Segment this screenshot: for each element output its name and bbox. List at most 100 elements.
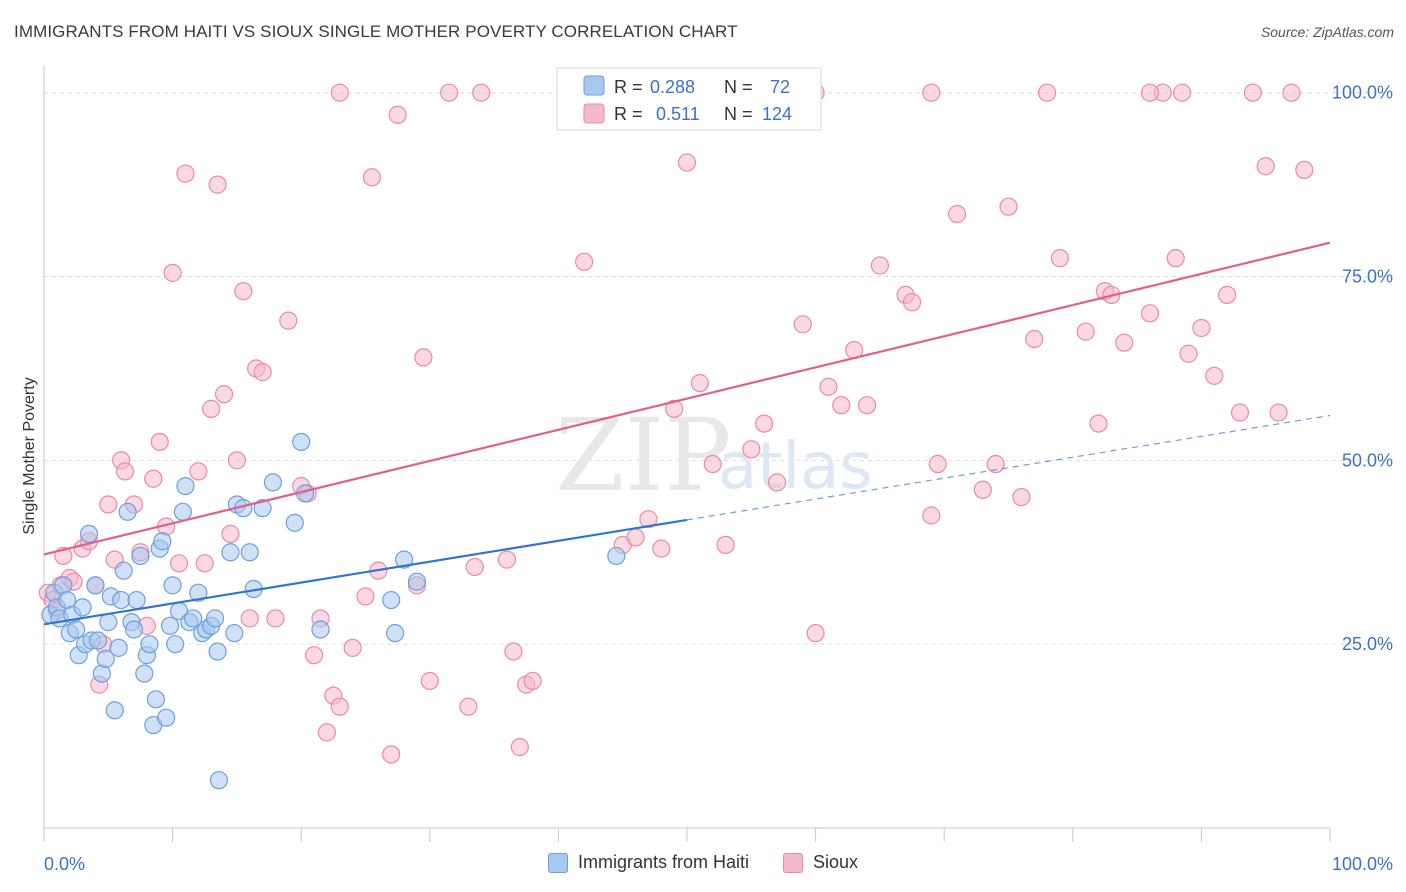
haiti-point	[157, 708, 176, 727]
sioux-point	[575, 252, 594, 271]
haiti-points	[41, 432, 626, 790]
sioux-trend-line	[43, 241, 1331, 556]
sioux-point	[793, 315, 812, 334]
legend-item-sioux[interactable]: Sioux	[783, 852, 858, 873]
sioux-point	[639, 510, 658, 529]
trend-lines	[43, 241, 1331, 626]
legend-item-haiti[interactable]: Immigrants from Haiti	[548, 852, 749, 873]
stats-n-label-sioux: N =	[724, 104, 753, 124]
sioux-point	[99, 495, 118, 514]
haiti-point	[163, 576, 182, 595]
haiti-point	[67, 620, 86, 639]
sioux-point	[857, 396, 877, 415]
sioux-point	[928, 454, 947, 474]
haiti-point	[166, 635, 185, 654]
haiti-point	[153, 532, 172, 551]
sioux-point	[382, 745, 401, 764]
sioux-point	[986, 454, 1005, 474]
sioux-point	[253, 363, 272, 382]
sioux-point	[202, 399, 221, 418]
haiti-point	[99, 613, 118, 632]
stats-swatch-haiti	[583, 75, 605, 96]
watermark-zip: ZIP	[555, 397, 731, 514]
haiti-point	[285, 513, 304, 532]
sioux-point	[163, 263, 182, 282]
sioux-point	[1025, 329, 1044, 349]
haiti-point	[394, 550, 414, 569]
watermark: ZIP atlas	[555, 397, 873, 514]
sioux-point	[1166, 249, 1185, 268]
sioux-point	[317, 723, 337, 742]
sioux-point	[330, 697, 349, 716]
haiti-point	[160, 616, 180, 635]
sioux-point	[1230, 403, 1250, 422]
stats-n-value-haiti: 72	[770, 77, 790, 97]
sioux-point	[870, 256, 890, 275]
grid-lines	[44, 92, 1390, 645]
haiti-point	[140, 635, 159, 654]
sioux-point	[1256, 157, 1275, 176]
sioux-point	[1269, 403, 1288, 422]
sioux-point	[1089, 414, 1108, 433]
sioux-point	[677, 153, 697, 172]
sioux-point	[504, 642, 523, 661]
sioux-point	[195, 554, 214, 573]
legend-swatch-sioux	[783, 852, 804, 873]
haiti-point	[112, 590, 131, 610]
haiti-point	[407, 572, 427, 591]
sioux-point	[716, 535, 735, 555]
sioux-point	[832, 396, 851, 415]
haiti-point	[311, 620, 330, 639]
legend-swatch-haiti	[548, 852, 568, 873]
sioux-point	[819, 377, 838, 396]
haiti-point	[263, 473, 283, 492]
haiti-point	[131, 546, 150, 566]
sioux-point	[1037, 83, 1057, 102]
sioux-point	[922, 83, 941, 102]
y-tick-label: 100.0%	[1332, 83, 1393, 103]
haiti-point	[607, 546, 626, 566]
sioux-point	[1012, 488, 1031, 507]
x-tick-label-max: 100.0%	[1332, 854, 1393, 874]
sioux-point	[176, 164, 195, 183]
sioux-point	[755, 414, 774, 433]
haiti-point	[176, 476, 195, 496]
tick-labels: 25.0% 50.0% 75.0% 100.0% 0.0% 100.0%	[44, 83, 1393, 874]
sioux-point	[497, 550, 517, 569]
sioux-point	[973, 480, 992, 499]
haiti-point	[184, 609, 203, 628]
haiti-point	[209, 771, 228, 790]
y-tick-label: 75.0%	[1342, 267, 1393, 287]
sioux-point	[626, 528, 645, 547]
sioux-point	[459, 697, 478, 716]
haiti-point	[114, 561, 133, 580]
sioux-point	[240, 609, 259, 628]
sioux-point	[420, 671, 439, 691]
sioux-point	[388, 105, 407, 124]
sioux-point	[115, 462, 135, 481]
sioux-point	[1192, 318, 1211, 338]
haiti-point	[221, 543, 240, 562]
sioux-point	[414, 348, 433, 367]
haiti-point	[225, 624, 244, 643]
stats-r-label-haiti: R =	[614, 77, 643, 97]
stats-r-value-sioux: 0.511	[656, 104, 700, 124]
sioux-point	[902, 293, 922, 312]
haiti-point	[105, 701, 124, 720]
sioux-point	[652, 539, 671, 558]
haiti-point	[135, 664, 154, 683]
sioux-point	[523, 671, 542, 691]
sioux-point	[234, 282, 253, 301]
haiti-point	[88, 631, 108, 650]
legend-label-haiti: Immigrants from Haiti	[578, 852, 750, 872]
sioux-point	[472, 83, 491, 102]
haiti-point	[127, 590, 146, 610]
haiti-point	[96, 649, 115, 668]
sioux-point	[665, 399, 684, 418]
sioux-point	[510, 738, 529, 757]
haiti-point	[79, 524, 99, 543]
sioux-point	[304, 646, 324, 665]
sioux-point	[1140, 304, 1160, 323]
sioux-point	[1295, 160, 1314, 180]
